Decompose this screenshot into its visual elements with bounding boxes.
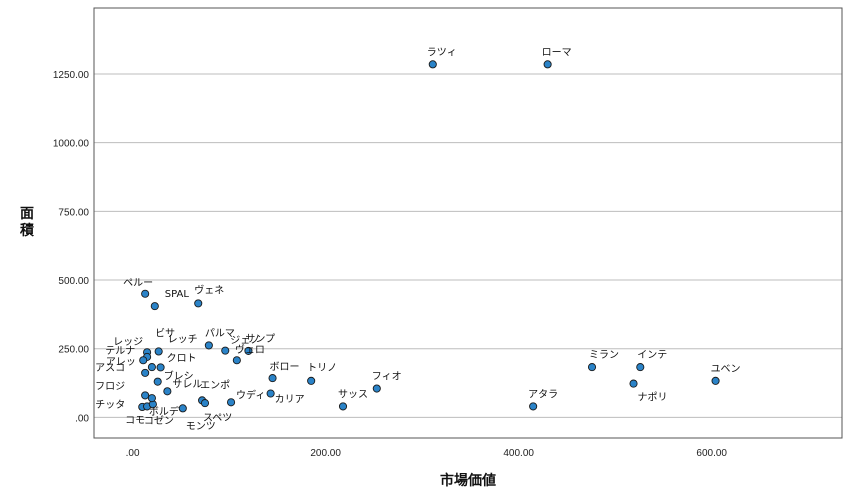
- point-label: SPAL: [165, 289, 190, 300]
- y-axis-title-char-2: 積: [19, 222, 35, 239]
- data-point: [529, 402, 538, 411]
- y-axis-title-char-1: 面: [20, 206, 34, 222]
- data-point: [141, 289, 150, 298]
- point-label: コゼン: [144, 415, 174, 427]
- data-point: [200, 399, 210, 408]
- gridlines: [94, 73, 842, 418]
- point-label: ブレシ: [164, 370, 194, 383]
- y-tick-label: 1000.00: [53, 139, 90, 150]
- y-tick-label: 250.00: [58, 345, 89, 356]
- data-point: [636, 363, 645, 372]
- data-point: [428, 60, 437, 69]
- point-label: サッス: [338, 388, 368, 400]
- point-label: フィオ: [372, 371, 402, 383]
- x-axis-title: 市場価値: [440, 472, 496, 489]
- data-point: [141, 391, 150, 400]
- point-label: インテ: [637, 350, 667, 361]
- point-label: アスコ: [95, 363, 125, 374]
- data-point: [587, 363, 597, 372]
- data-point: [244, 346, 253, 355]
- y-tick-label: .00: [75, 413, 89, 424]
- point-label: エンポ: [200, 379, 230, 391]
- point-label: スペツ: [203, 413, 232, 424]
- point-label: レッチ: [168, 333, 198, 345]
- data-point: [194, 299, 203, 308]
- point-label: ペルー: [123, 278, 153, 289]
- point-label: ユベン: [711, 363, 741, 375]
- data-point: [139, 356, 148, 365]
- point-label: サンプ: [245, 333, 275, 345]
- point-label: ボルデ: [149, 405, 179, 418]
- x-tick-label: 400.00: [503, 448, 534, 459]
- point-label: ミラン: [589, 349, 619, 361]
- data-point: [147, 363, 156, 372]
- y-axis-title: 面 積: [19, 206, 35, 239]
- plot-frame: [93, 7, 843, 439]
- y-tick-label: 1250.00: [53, 70, 90, 81]
- data-point: [227, 398, 236, 407]
- data-point: [147, 394, 156, 403]
- point-label: フロジ: [95, 381, 125, 392]
- data-point: [154, 347, 163, 356]
- point-label: ヴェネ: [194, 283, 224, 296]
- point-label: トリノ: [307, 363, 337, 374]
- data-point: [266, 389, 275, 398]
- point-label: ウディ: [236, 388, 265, 401]
- point-label: ヴェロ: [235, 343, 265, 356]
- point-label: ボロー: [270, 361, 300, 373]
- point-label: モンツ: [186, 421, 216, 432]
- point-label: ローマ: [542, 47, 572, 58]
- point-label: アレッ: [106, 357, 136, 368]
- x-tick-label: .00: [126, 448, 140, 459]
- data-point: [372, 384, 381, 393]
- point-label: クロト: [167, 352, 197, 364]
- data-point: [150, 302, 159, 311]
- x-tick-label: 200.00: [310, 448, 341, 459]
- data-point: [141, 368, 150, 377]
- data-point: [204, 341, 213, 350]
- point-label: ナポリ: [638, 392, 668, 404]
- point-label: チッタ: [95, 399, 125, 411]
- point-label: テルナ: [105, 345, 135, 357]
- data-point: [156, 363, 165, 372]
- data-point: [268, 374, 277, 383]
- point-label: カリア: [275, 393, 305, 405]
- data-point: [221, 346, 230, 355]
- data-point: [338, 402, 348, 411]
- data-point: [711, 376, 720, 385]
- data-point: [543, 60, 552, 69]
- y-tick-label: 500.00: [58, 276, 89, 287]
- data-point: [232, 356, 241, 365]
- x-tick-labels: .00 200.00 400.00 600.00: [126, 448, 728, 459]
- point-label: レッジ: [113, 337, 143, 348]
- point-label: ジェノ: [230, 336, 260, 347]
- data-point: [153, 377, 162, 386]
- y-tick-labels: .00 250.00 500.00 750.00 1000.00 1250.00: [53, 70, 90, 424]
- point-label: サレル: [172, 378, 202, 390]
- data-point: [629, 379, 638, 388]
- data-point: [307, 376, 316, 385]
- x-tick-label: 600.00: [696, 448, 727, 459]
- point-label: アタラ: [528, 388, 558, 400]
- data-point: [163, 387, 172, 396]
- point-label: パルマ: [205, 327, 235, 339]
- point-label: コモ: [125, 415, 145, 426]
- data-points: [138, 60, 720, 413]
- data-point: [178, 404, 187, 413]
- point-label: ラツィ: [427, 46, 457, 58]
- y-tick-label: 750.00: [58, 207, 89, 218]
- point-label: ビサ: [155, 327, 175, 339]
